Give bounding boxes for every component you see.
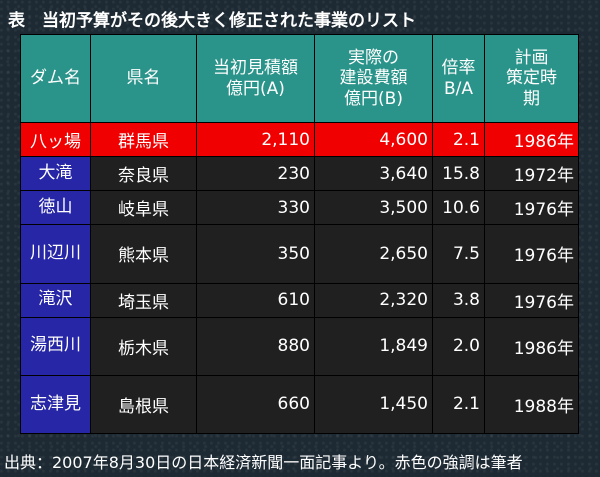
header-actual-line: 億円(B) — [344, 88, 403, 109]
dam-name-cell: 川辺川 — [20, 224, 91, 284]
dam-budget-table: ダム名 県名 当初見積額 億円(A) 実際の 建設費額 億円(B) 倍率 B/A… — [20, 34, 579, 435]
initial-estimate-cell: 880 — [196, 316, 315, 376]
dam-name-cell: 志津見 — [20, 374, 91, 435]
footnote: 出典：2007年8月30日の日本経済新聞一面記事より。赤色の強調は筆者 — [4, 453, 523, 472]
ratio-cell: 2.1 — [432, 121, 485, 158]
dam-name-cell: 大滝 — [20, 156, 91, 192]
prefecture-cell: 群馬県 — [90, 121, 197, 158]
header-pref: 県名 — [90, 34, 197, 123]
plan-year-cell: 1976年 — [484, 224, 579, 284]
header-year-line: 期 — [523, 88, 540, 109]
table-title: 表 当初予算がその後大きく修正された事業のリスト — [8, 11, 416, 31]
actual-cost-cell: 3,500 — [314, 190, 433, 226]
table-row: 大滝 奈良県 230 3,640 15.8 1972年 — [20, 156, 579, 192]
prefecture-cell: 島根県 — [90, 374, 197, 435]
plan-year-cell: 1976年 — [484, 190, 579, 226]
header-initial-line: 当初見積額 — [213, 58, 298, 79]
initial-estimate-cell: 330 — [196, 190, 315, 226]
table-row: 滝沢 埼玉県 610 2,320 3.8 1976年 — [20, 282, 579, 318]
table-row: 川辺川 熊本県 350 2,650 7.5 1976年 — [20, 224, 579, 284]
prefecture-cell: 岐阜県 — [90, 190, 197, 226]
ratio-cell: 15.8 — [432, 156, 485, 192]
initial-estimate-cell: 610 — [196, 282, 315, 318]
initial-estimate-cell: 350 — [196, 224, 315, 284]
header-initial-line: 億円(A) — [226, 78, 285, 99]
header-ratio: 倍率 B/A — [432, 34, 485, 123]
header-year-line: 計画 — [514, 47, 549, 68]
prefecture-cell: 熊本県 — [90, 224, 197, 284]
header-year-line: 策定時 — [506, 68, 557, 89]
table-row: 湯西川 栃木県 880 1,849 2.0 1986年 — [20, 316, 579, 376]
prefecture-cell: 埼玉県 — [90, 282, 197, 318]
header-actual-line: 実際の — [348, 47, 399, 68]
header-actual-line: 建設費額 — [339, 68, 408, 89]
dam-name-cell: 滝沢 — [20, 282, 91, 318]
prefecture-cell: 栃木県 — [90, 316, 197, 376]
dam-name-cell: 八ッ場 — [20, 121, 91, 158]
actual-cost-cell: 3,640 — [314, 156, 433, 192]
initial-estimate-cell: 660 — [196, 374, 315, 435]
initial-estimate-cell: 2,110 — [196, 121, 315, 158]
actual-cost-cell: 4,600 — [314, 121, 433, 158]
plan-year-cell: 1986年 — [484, 121, 579, 158]
table-body: 八ッ場 群馬県 2,110 4,600 2.1 1986年 大滝 奈良県 230 3,640 15.… — [20, 121, 579, 435]
table-row: 八ッ場 群馬県 2,110 4,600 2.1 1986年 — [20, 121, 579, 158]
plan-year-cell: 1976年 — [484, 282, 579, 318]
ratio-cell: 7.5 — [432, 224, 485, 284]
actual-cost-cell: 1,450 — [314, 374, 433, 435]
header-year: 計画 策定時 期 — [484, 34, 579, 123]
dam-name-cell: 湯西川 — [20, 316, 91, 376]
actual-cost-cell: 1,849 — [314, 316, 433, 376]
plan-year-cell: 1986年 — [484, 316, 579, 376]
plan-year-cell: 1988年 — [484, 374, 579, 435]
plan-year-cell: 1972年 — [484, 156, 579, 192]
header-actual: 実際の 建設費額 億円(B) — [314, 34, 433, 123]
actual-cost-cell: 2,650 — [314, 224, 433, 284]
ratio-cell: 3.8 — [432, 282, 485, 318]
prefecture-cell: 奈良県 — [90, 156, 197, 192]
header-initial: 当初見積額 億円(A) — [196, 34, 315, 123]
initial-estimate-cell: 230 — [196, 156, 315, 192]
actual-cost-cell: 2,320 — [314, 282, 433, 318]
table-row: 志津見 島根県 660 1,450 2.1 1988年 — [20, 374, 579, 435]
dam-name-cell: 徳山 — [20, 190, 91, 226]
header-ratio-line: B/A — [443, 78, 474, 99]
ratio-cell: 10.6 — [432, 190, 485, 226]
ratio-cell: 2.0 — [432, 316, 485, 376]
ratio-cell: 2.1 — [432, 374, 485, 435]
header-dam: ダム名 — [20, 34, 91, 123]
table-row: 徳山 岐阜県 330 3,500 10.6 1976年 — [20, 190, 579, 226]
header-ratio-line: 倍率 — [441, 58, 476, 79]
